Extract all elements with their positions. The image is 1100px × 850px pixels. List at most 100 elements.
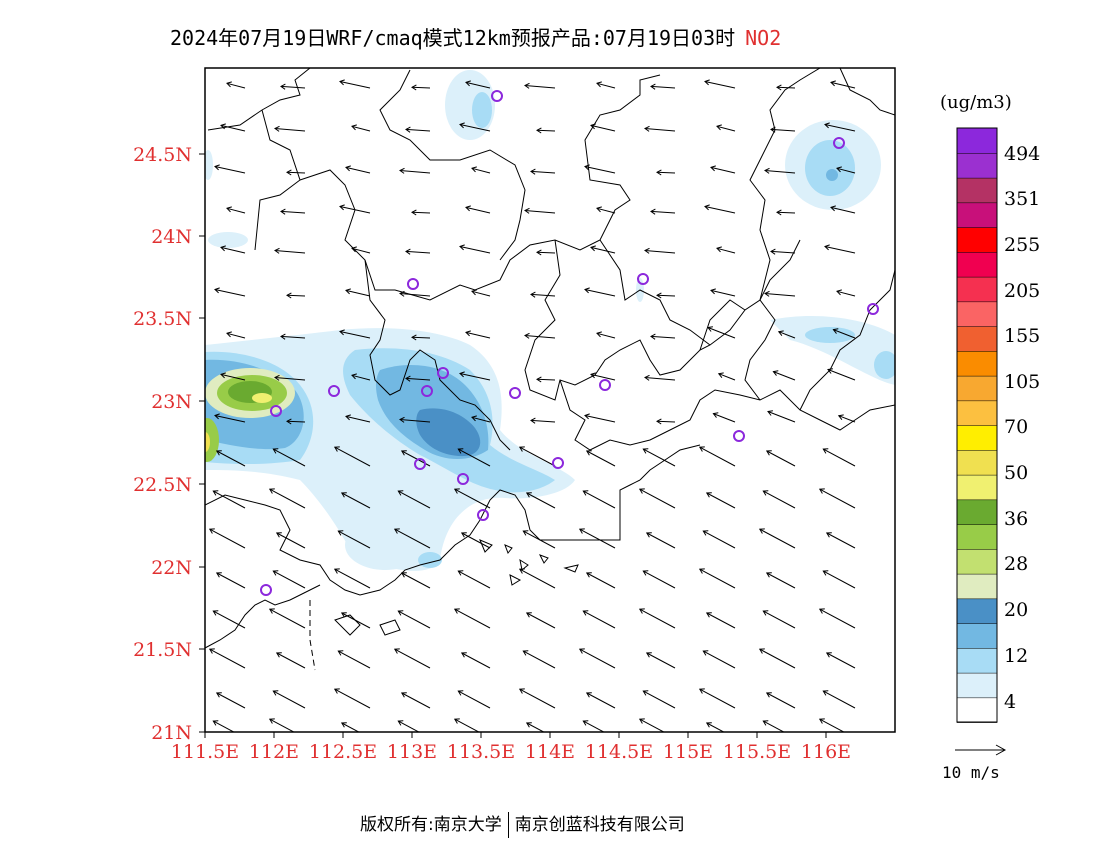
wind-vector-head [770,126,776,133]
wind-vector-head [650,208,656,215]
lat-label: 22N [151,557,192,579]
wind-vector-head [644,125,650,132]
wind-vector-head [656,418,662,425]
wind-vector [334,446,371,467]
wind-vector-head [836,289,842,296]
lon-label: 115.5E [723,741,791,763]
wind-vector [220,124,246,132]
wind-vector-head [638,608,645,614]
wind-vector-head [411,334,417,341]
wind-vector-head [399,290,405,297]
wind-vector-head [707,326,713,332]
wind-vector [583,490,616,509]
wind-vector-head [717,372,724,379]
wind-vector [339,206,371,214]
colorbar-swatch [956,127,998,154]
wind-vector-head [280,208,286,215]
colorbar [956,127,998,723]
wind-vector [824,246,856,254]
lat-label: 22.5N [133,474,192,496]
wind-vector-head [585,692,592,698]
wind-vector-head [762,610,769,616]
wind-vector [596,82,616,89]
colorbar-swatch [956,622,998,649]
wind-vector [269,488,306,509]
wind-vector [596,332,616,339]
lon-label: 112E [249,741,299,763]
wind-vector-head [337,530,344,536]
wind-vector-head [399,167,405,174]
wind-vector [639,608,676,629]
wind-vector-head [453,718,460,724]
colorbar-swatch [956,697,998,723]
wind-vector-head [656,169,662,176]
wind-vector-head [524,332,530,339]
wind-vector-head [208,528,215,534]
wind-vector-head [705,612,712,618]
wind-vector-head [638,718,645,724]
wind-vector [586,450,616,467]
colorbar-swatch [956,350,998,377]
wind-vector [643,448,676,467]
wind-vector [280,335,306,339]
station-marker [414,458,426,470]
wind-vector [823,570,856,589]
wind-vector [459,246,491,254]
wind-vector-head [522,530,529,536]
wind-vector-head [275,652,282,658]
west-yellow [252,393,272,403]
wind-vector [699,446,736,467]
wind-vector-head [716,246,722,253]
wind-vector-head [339,204,345,211]
wind-vector-head [518,688,525,694]
wind-vector [836,290,856,297]
wind-vector [823,690,856,709]
station-marker [733,430,745,442]
wind-vector [213,720,235,732]
copyright-footer: 版权所有:南京大学 南京创蓝科技有限公司 [360,810,685,838]
wind-vector-head [345,288,351,295]
wind-vector [216,572,246,589]
wind-vector [763,720,785,732]
wind-vector [339,81,371,89]
wind-vector-head [705,492,712,498]
wind-vector [579,648,616,669]
wind-vector [643,570,676,589]
colorbar-swatch [956,177,998,204]
wind-vector [583,720,605,732]
wind-vector-head [212,720,219,726]
wind-vector [269,718,295,732]
monitoring-stations [260,90,879,596]
wind-vector [471,167,491,174]
wind-vector [767,411,796,423]
wind-vector-head [578,648,585,654]
wind-vector [471,416,491,423]
wind-vector [454,488,491,509]
wind-vector-head [762,490,769,496]
wind-vectors [208,79,856,732]
wind-vector [519,688,556,709]
wind-vector [216,450,246,467]
colorbar-swatch [956,474,998,501]
wind-vector [586,692,616,709]
wind-vector-head [457,448,464,454]
wind-vector-head [214,164,220,171]
wind-vector-head [585,572,592,578]
wind-vector-head [411,209,417,216]
wind-vector [226,207,246,214]
wind-vector-head [215,572,222,578]
wind-vector-head [818,488,825,494]
wind-vector-head [644,247,650,254]
lon-label: 113.5E [447,741,515,763]
wind-vector-head [465,80,471,87]
wind-vector [644,128,676,132]
wind-vector-head [471,415,477,422]
wind-vector [341,612,371,629]
wind-vector [706,612,736,629]
wind-vector-head [272,448,279,454]
wind-vector [286,171,306,174]
station-marker [421,385,433,397]
wind-vector [394,528,431,549]
wind-vector [710,166,736,174]
